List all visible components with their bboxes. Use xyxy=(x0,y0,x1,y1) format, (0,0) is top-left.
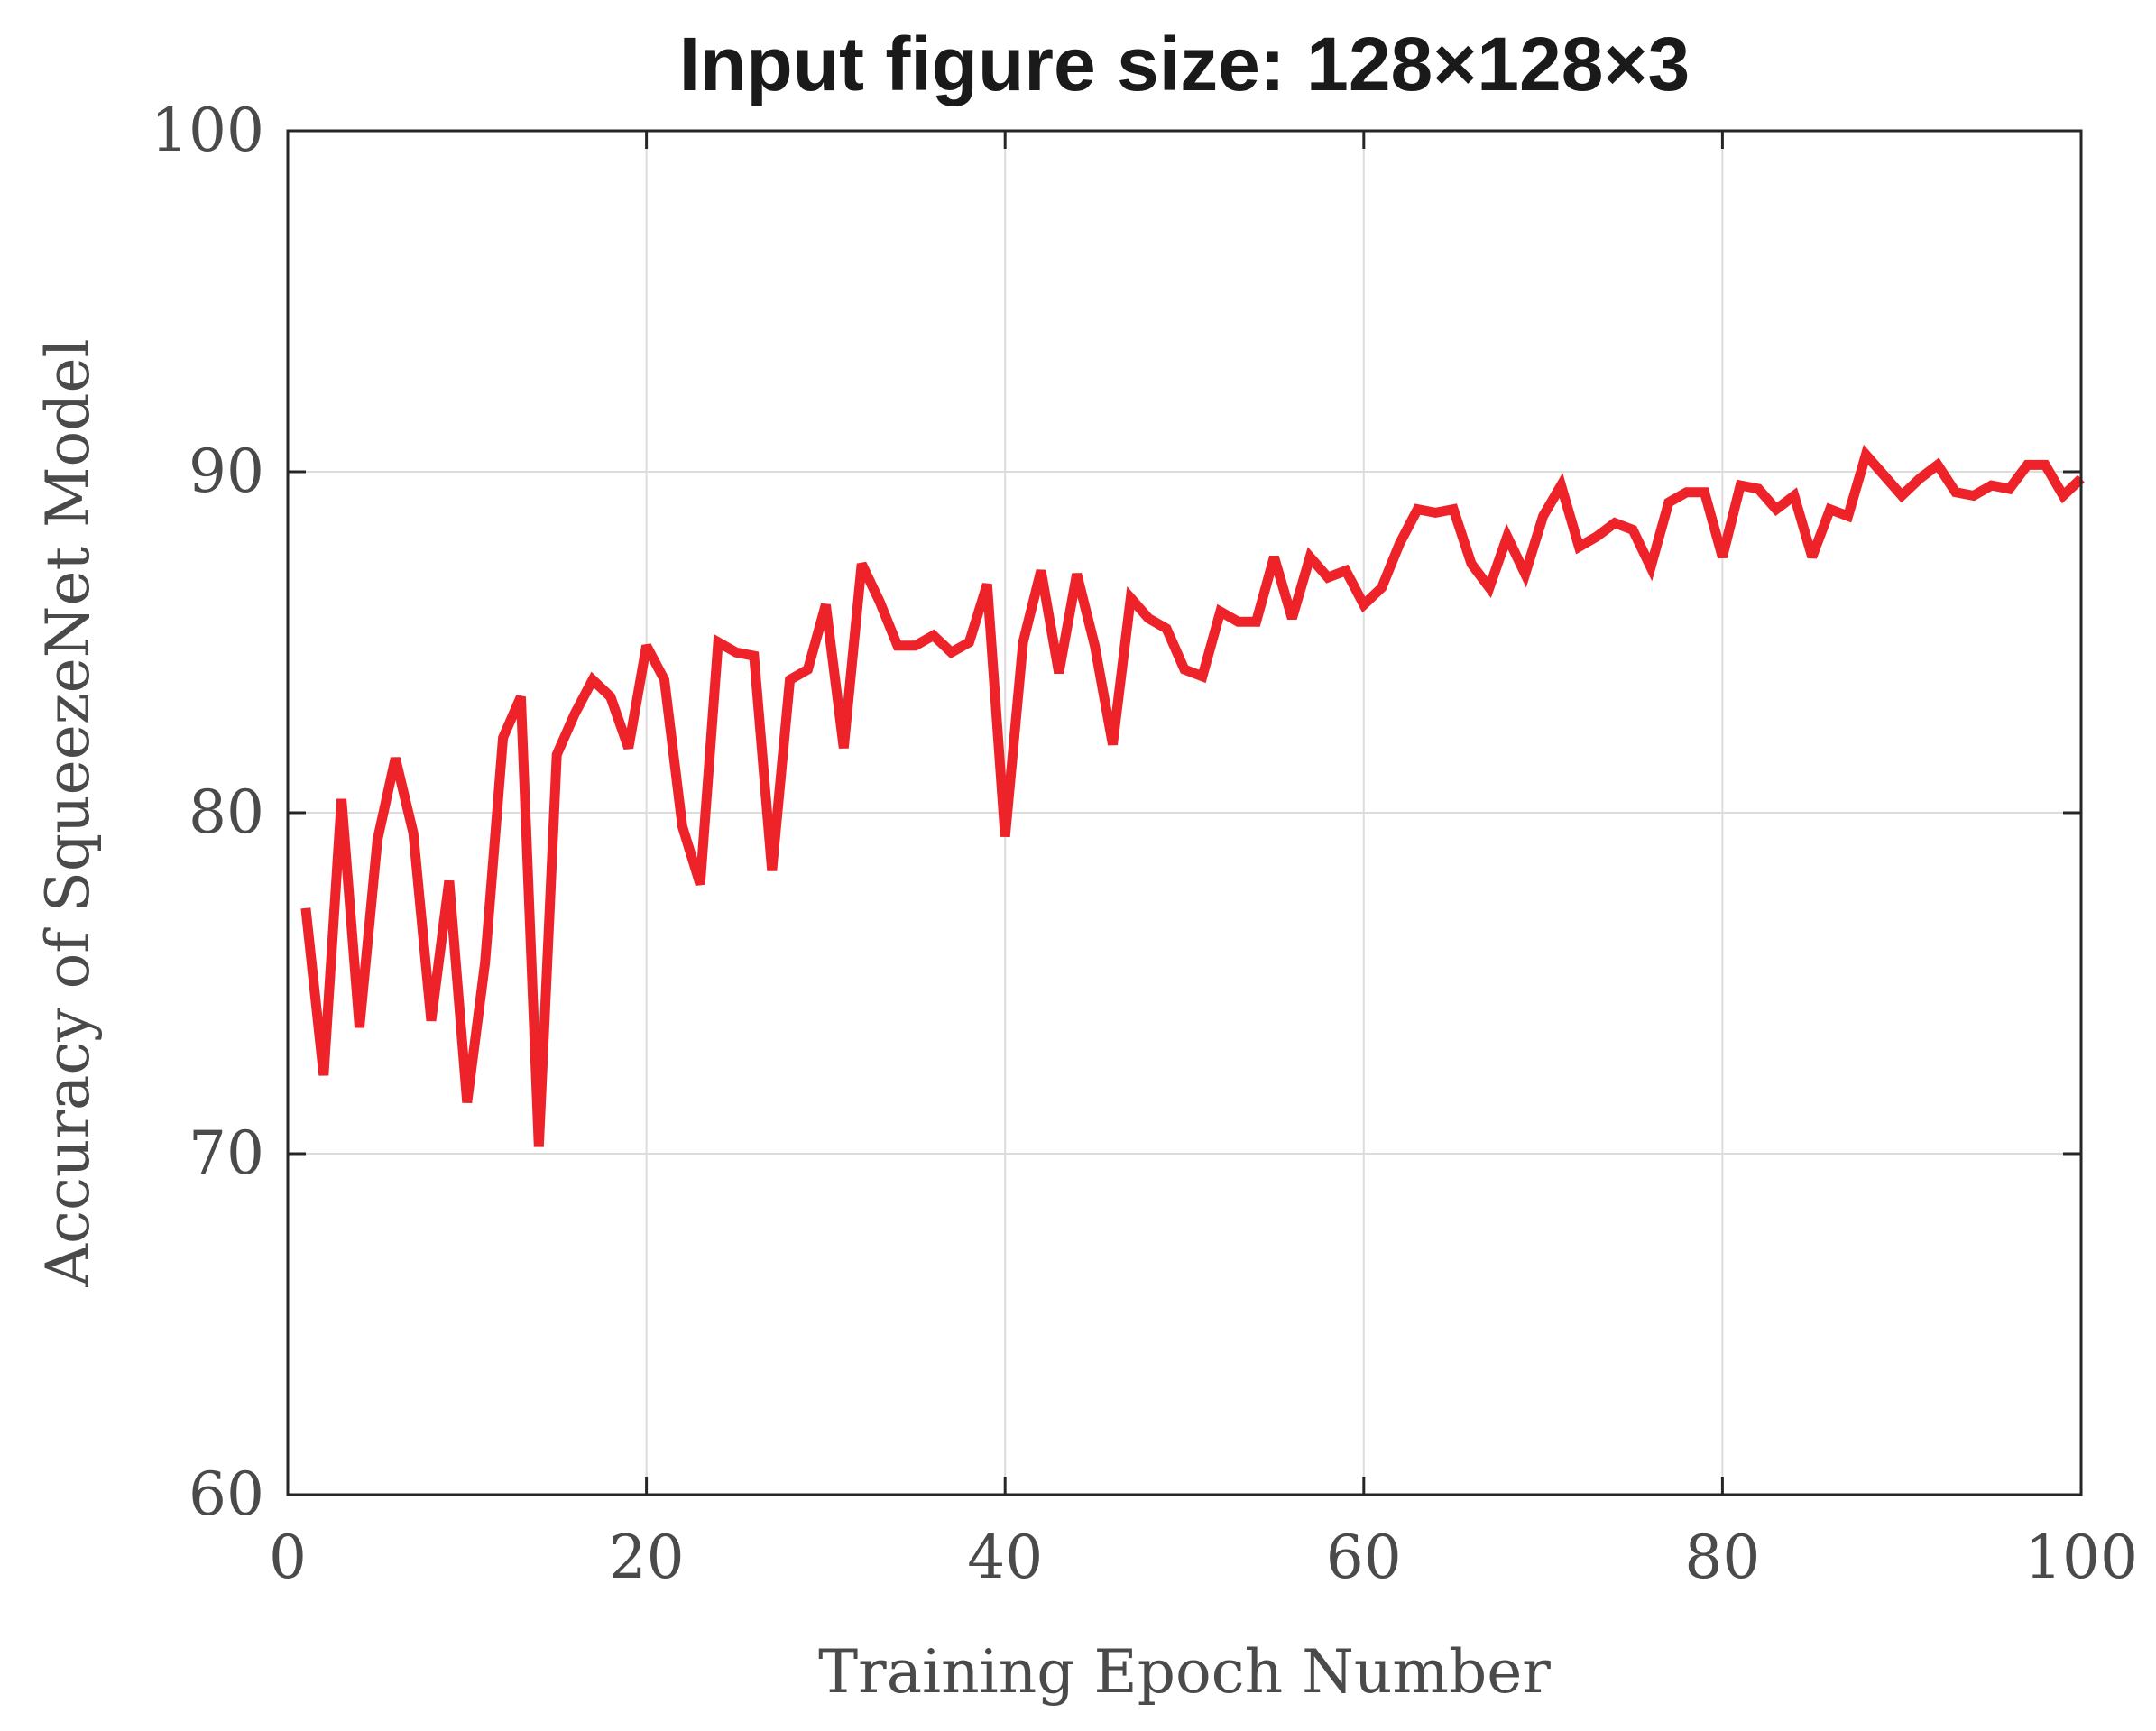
y-tick-label: 80 xyxy=(189,778,264,847)
x-tick-label: 0 xyxy=(269,1523,307,1592)
chart-title: Input figure size: 128×128×3 xyxy=(679,22,1690,106)
x-tick-label: 40 xyxy=(967,1523,1043,1592)
x-tick-label: 20 xyxy=(609,1523,685,1592)
y-tick-label: 90 xyxy=(189,437,264,506)
x-tick-label: 80 xyxy=(1684,1523,1760,1592)
series-layer xyxy=(300,444,2085,1147)
y-tick-label: 60 xyxy=(189,1459,264,1529)
series-line xyxy=(300,444,2085,1147)
x-tick-label: 60 xyxy=(1326,1523,1402,1592)
y-axis-label: Accuracy of SqueezeNet Model xyxy=(33,338,103,1287)
x-axis-label: Training Epoch Number xyxy=(818,1637,1551,1707)
y-tick-label: 100 xyxy=(151,96,264,165)
x-tick-label: 100 xyxy=(2024,1523,2138,1592)
tick-labels: 0 20 40 60 80 100 60 70 80 90 100 xyxy=(151,96,2138,1592)
axes-box xyxy=(286,129,2083,1496)
y-tick-label: 70 xyxy=(189,1119,264,1188)
